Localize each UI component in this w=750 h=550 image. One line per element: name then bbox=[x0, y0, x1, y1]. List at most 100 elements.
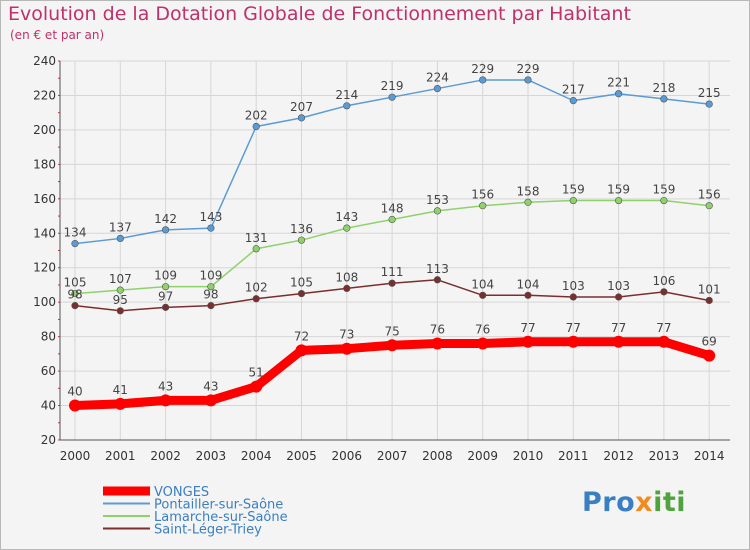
data-point bbox=[69, 399, 81, 412]
y-tick-label: 80 bbox=[41, 330, 56, 344]
data-point bbox=[343, 284, 351, 293]
data-label: 76 bbox=[430, 323, 445, 337]
data-label: 153 bbox=[426, 193, 449, 207]
data-point bbox=[431, 337, 444, 350]
y-tick-label: 100 bbox=[33, 295, 56, 309]
data-label: 108 bbox=[335, 270, 358, 284]
data-point bbox=[207, 283, 215, 291]
data-point bbox=[614, 293, 623, 301]
data-label: 77 bbox=[611, 321, 626, 335]
chart-title: Evolution de la Dotation Globale de Fonc… bbox=[8, 3, 631, 25]
data-label: 40 bbox=[67, 385, 82, 399]
data-label: 109 bbox=[154, 269, 177, 283]
data-label: 103 bbox=[607, 279, 630, 293]
data-label: 229 bbox=[471, 62, 494, 76]
data-point bbox=[479, 202, 487, 210]
data-label: 43 bbox=[203, 379, 218, 393]
data-point bbox=[252, 245, 260, 253]
data-label: 143 bbox=[335, 210, 358, 224]
data-point bbox=[71, 302, 79, 310]
data-point bbox=[252, 122, 260, 131]
data-point bbox=[207, 224, 215, 232]
legend-label: Saint-Léger-Triey bbox=[154, 523, 262, 538]
data-label: 221 bbox=[607, 76, 630, 90]
data-label: 219 bbox=[381, 79, 404, 93]
logo-part-3: iti bbox=[653, 487, 686, 518]
data-label: 113 bbox=[426, 262, 449, 276]
data-label: 159 bbox=[607, 183, 630, 197]
data-point bbox=[116, 307, 124, 315]
data-label: 98 bbox=[203, 288, 218, 302]
x-tick-label: 2013 bbox=[649, 449, 680, 463]
data-label: 105 bbox=[64, 276, 87, 290]
data-label: 73 bbox=[339, 328, 354, 342]
y-tick-label: 60 bbox=[41, 364, 56, 378]
data-point bbox=[524, 291, 532, 299]
data-point bbox=[343, 102, 351, 110]
data-label: 229 bbox=[517, 62, 540, 76]
data-point bbox=[295, 344, 308, 357]
logo-part-1: Pro bbox=[582, 487, 636, 518]
x-tick-label: 2008 bbox=[422, 449, 453, 463]
data-label: 77 bbox=[520, 321, 535, 335]
x-tick-label: 2001 bbox=[105, 449, 136, 463]
data-point bbox=[705, 202, 713, 210]
data-label: 159 bbox=[562, 183, 585, 197]
data-label: 214 bbox=[335, 88, 358, 102]
data-label: 158 bbox=[517, 184, 540, 198]
data-label: 51 bbox=[249, 366, 264, 380]
data-label: 104 bbox=[471, 277, 494, 291]
data-label: 106 bbox=[652, 274, 675, 288]
data-point bbox=[204, 394, 217, 407]
data-point bbox=[297, 114, 306, 122]
chart-subtitle: (en € et par an) bbox=[10, 28, 105, 42]
data-label: 207 bbox=[290, 100, 313, 114]
proxiti-logo: Proxiti bbox=[582, 487, 686, 518]
data-point bbox=[614, 196, 623, 205]
data-label: 41 bbox=[113, 383, 128, 397]
data-point bbox=[162, 283, 170, 291]
data-label: 148 bbox=[381, 201, 404, 215]
data-point bbox=[524, 76, 532, 84]
data-point bbox=[476, 337, 489, 350]
data-label: 134 bbox=[64, 226, 87, 240]
data-label: 98 bbox=[67, 288, 82, 302]
data-point bbox=[433, 276, 442, 284]
data-point bbox=[386, 339, 399, 352]
data-label: 101 bbox=[698, 282, 721, 296]
data-label: 97 bbox=[158, 289, 173, 303]
data-point bbox=[612, 335, 625, 348]
data-label: 156 bbox=[698, 188, 721, 202]
legend-layer: VONGESPontailler-sur-SaôneLamarche-sur-S… bbox=[103, 485, 288, 538]
legend-label: Pontailler-sur-Saône bbox=[154, 498, 283, 513]
data-label: 215 bbox=[698, 86, 721, 100]
data-point bbox=[297, 289, 306, 298]
x-tick-label: 2009 bbox=[467, 449, 498, 463]
data-label: 159 bbox=[652, 183, 675, 197]
data-label: 75 bbox=[384, 324, 399, 338]
data-label: 107 bbox=[109, 272, 132, 286]
data-label: 109 bbox=[199, 269, 222, 283]
y-tick-label: 20 bbox=[41, 433, 56, 447]
data-point bbox=[614, 90, 623, 98]
data-point bbox=[660, 196, 668, 205]
legend-label: VONGES bbox=[154, 485, 209, 500]
y-tick-label: 240 bbox=[33, 54, 56, 68]
data-point bbox=[162, 226, 170, 234]
y-tick-label: 140 bbox=[33, 226, 56, 240]
data-point bbox=[660, 288, 668, 296]
label-layer: 134 137 142 143 202 207 214 219 224 229 229 217 221 2… bbox=[64, 62, 721, 399]
data-point bbox=[343, 224, 351, 232]
x-tick-label: 2002 bbox=[150, 449, 181, 463]
data-point bbox=[250, 380, 263, 393]
data-point bbox=[705, 100, 713, 108]
x-tick-label: 2011 bbox=[558, 449, 589, 463]
data-point bbox=[116, 286, 124, 294]
data-label: 95 bbox=[113, 293, 128, 307]
data-label: 111 bbox=[381, 265, 404, 279]
y-tick-label: 120 bbox=[33, 261, 56, 275]
data-point bbox=[388, 279, 396, 287]
data-point bbox=[162, 303, 170, 311]
